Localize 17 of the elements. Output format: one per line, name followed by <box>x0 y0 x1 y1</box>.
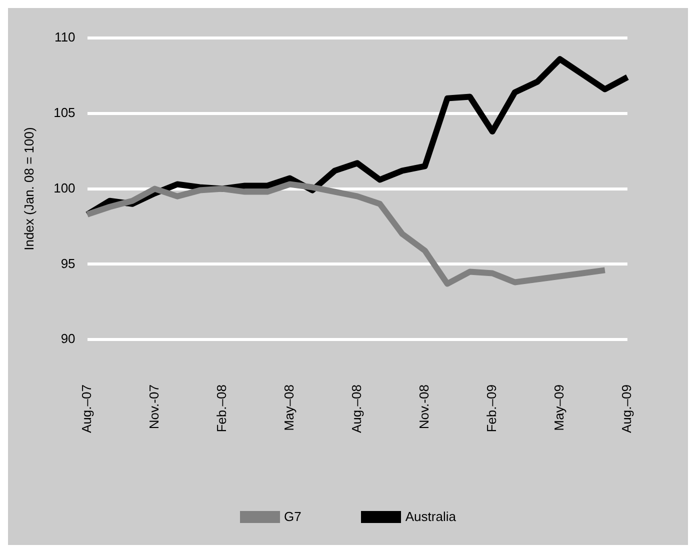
y-axis-title: Index (Jan. 08 = 100) <box>21 127 36 250</box>
y-tick-label: 105 <box>54 104 76 120</box>
x-tick-label: Aug.–09 <box>618 384 634 434</box>
x-tick-label: Feb.–08 <box>214 384 229 432</box>
y-tick-label: 90 <box>60 331 76 346</box>
legend-label: Australia <box>405 509 456 524</box>
x-tick-label: Aug.–08 <box>348 384 364 434</box>
x-tick-label: Aug.–07 <box>78 384 94 434</box>
y-tick-label: 95 <box>60 256 76 271</box>
legend-label: G7 <box>284 509 302 524</box>
x-tick-label: Feb.–09 <box>484 384 499 432</box>
x-tick-label: Nov.-08 <box>416 384 432 430</box>
y-tick-label: 110 <box>54 30 76 45</box>
x-tick-label: Nov.-07 <box>146 384 162 430</box>
x-tick-label: May–09 <box>551 384 566 431</box>
y-tick-label: 100 <box>54 180 76 196</box>
x-tick-label: May–08 <box>281 384 296 431</box>
